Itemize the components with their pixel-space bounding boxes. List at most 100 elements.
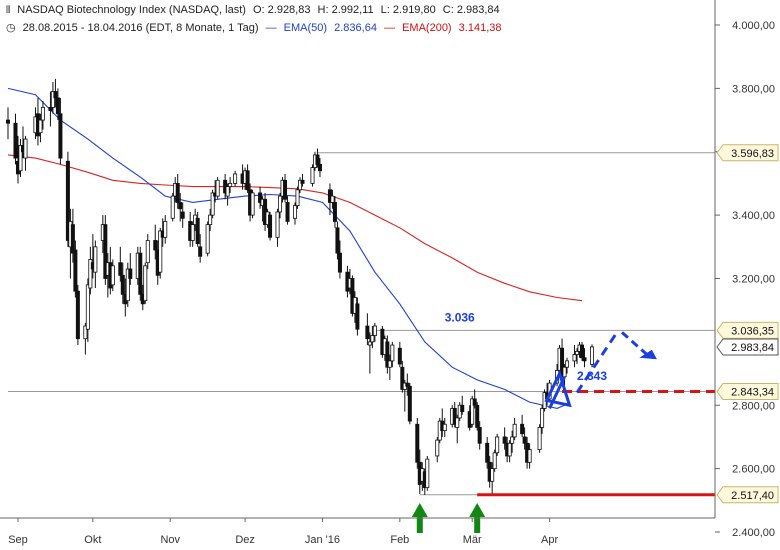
candle-body [215,179,220,197]
candle [13,113,18,165]
candle [50,82,55,114]
candle [93,240,98,289]
candle [565,357,570,374]
candle [198,234,203,263]
candle [73,240,78,298]
price-label-box [716,338,779,356]
candle-body [372,325,377,336]
candle-body [233,173,238,184]
chart-type-icon[interactable]: ⫴ [6,5,11,16]
candle-body [180,211,185,219]
candle [387,354,392,380]
price-label: 2.983,84 [716,338,779,356]
candle-body [50,91,55,108]
projection-dashed-up [575,331,619,394]
candle-body [562,366,567,378]
ema200-legend-label: EMA(200) [402,22,452,34]
candle [460,395,465,415]
candle [55,88,60,121]
candle [590,344,595,368]
x-tick-label: Sep [8,534,28,546]
candle-body [575,350,580,355]
y-tick-label: 3.400,00 [732,210,775,222]
candle-body [527,449,532,463]
candle-body [293,205,298,219]
candle-body [195,217,200,245]
low-value: L: 2.919,80 [380,4,436,16]
candle [208,208,213,231]
candle-body [163,221,168,238]
annotation-label: 2.843 [577,369,607,383]
candle-body [110,265,115,286]
candle [125,262,130,308]
candle [205,221,210,257]
candle-body [48,106,53,111]
candle-body [170,195,175,219]
candle [455,414,460,444]
candle-body [85,284,90,330]
candle [385,335,390,374]
candle [407,383,412,425]
candle [228,177,233,193]
candle [283,173,288,203]
y-tick-label: 2.800,00 [732,400,775,412]
candle [390,341,395,368]
candle-body [65,160,70,241]
candle-body [73,249,78,292]
horizontal-levels [8,152,715,496]
candle-body [138,252,143,295]
ema200-legend-icon: — [384,22,396,34]
candle-body [285,202,290,222]
x-axis: Sep Okt Nov Dez Jan '16 Feb Mär Apr [0,517,715,546]
candle [310,164,315,187]
projection-dashed-down [620,331,648,356]
candle [332,196,337,228]
candle [278,192,283,219]
candle [210,189,215,219]
x-tick-label: Apr [541,534,558,546]
ema50-line [7,87,565,409]
candle-body [158,230,163,273]
candle [512,417,517,441]
header-row-2: ◷ 28.08.2015 - 18.04.2016 (EDT, 8 Monate… [6,21,506,34]
candle [178,192,183,222]
candle-body [175,183,180,203]
price-label: 2.843,34 [716,383,779,401]
candle-body [385,341,390,368]
candle [442,417,447,437]
price-label-text: 3.596,83 [731,148,774,160]
candle-body [70,224,75,254]
candle [435,436,440,463]
candle [145,234,150,269]
price-label-text: 2.843,34 [731,387,774,399]
candle [372,322,377,342]
ema200-path [7,154,583,302]
candle-body [143,265,148,302]
candle [195,211,200,247]
candle-body [13,122,18,159]
candle [330,189,335,209]
candle-body [367,341,372,346]
candle-body [425,458,430,489]
candle [475,402,480,431]
candle [350,275,355,317]
candle [300,173,305,187]
candle-body [198,246,203,257]
candle [38,113,43,143]
candle-body [565,360,570,368]
header-row-1: ⫴ NASDAQ Biotechnology Index (NASDAQ, la… [6,4,504,16]
candle [170,192,175,222]
candle [355,297,360,336]
candle-body [268,214,273,238]
candle-body [507,442,512,457]
candle [337,240,342,279]
candle-body [145,240,150,264]
candle [40,101,45,130]
candle [367,332,372,374]
candle-body [83,325,88,340]
candle [58,97,63,165]
x-tick-label: Nov [160,534,180,546]
price-label-box [716,383,779,401]
date-range: 28.08.2015 - 18.04.2016 (EDT, 8 Monate, … [22,22,259,34]
